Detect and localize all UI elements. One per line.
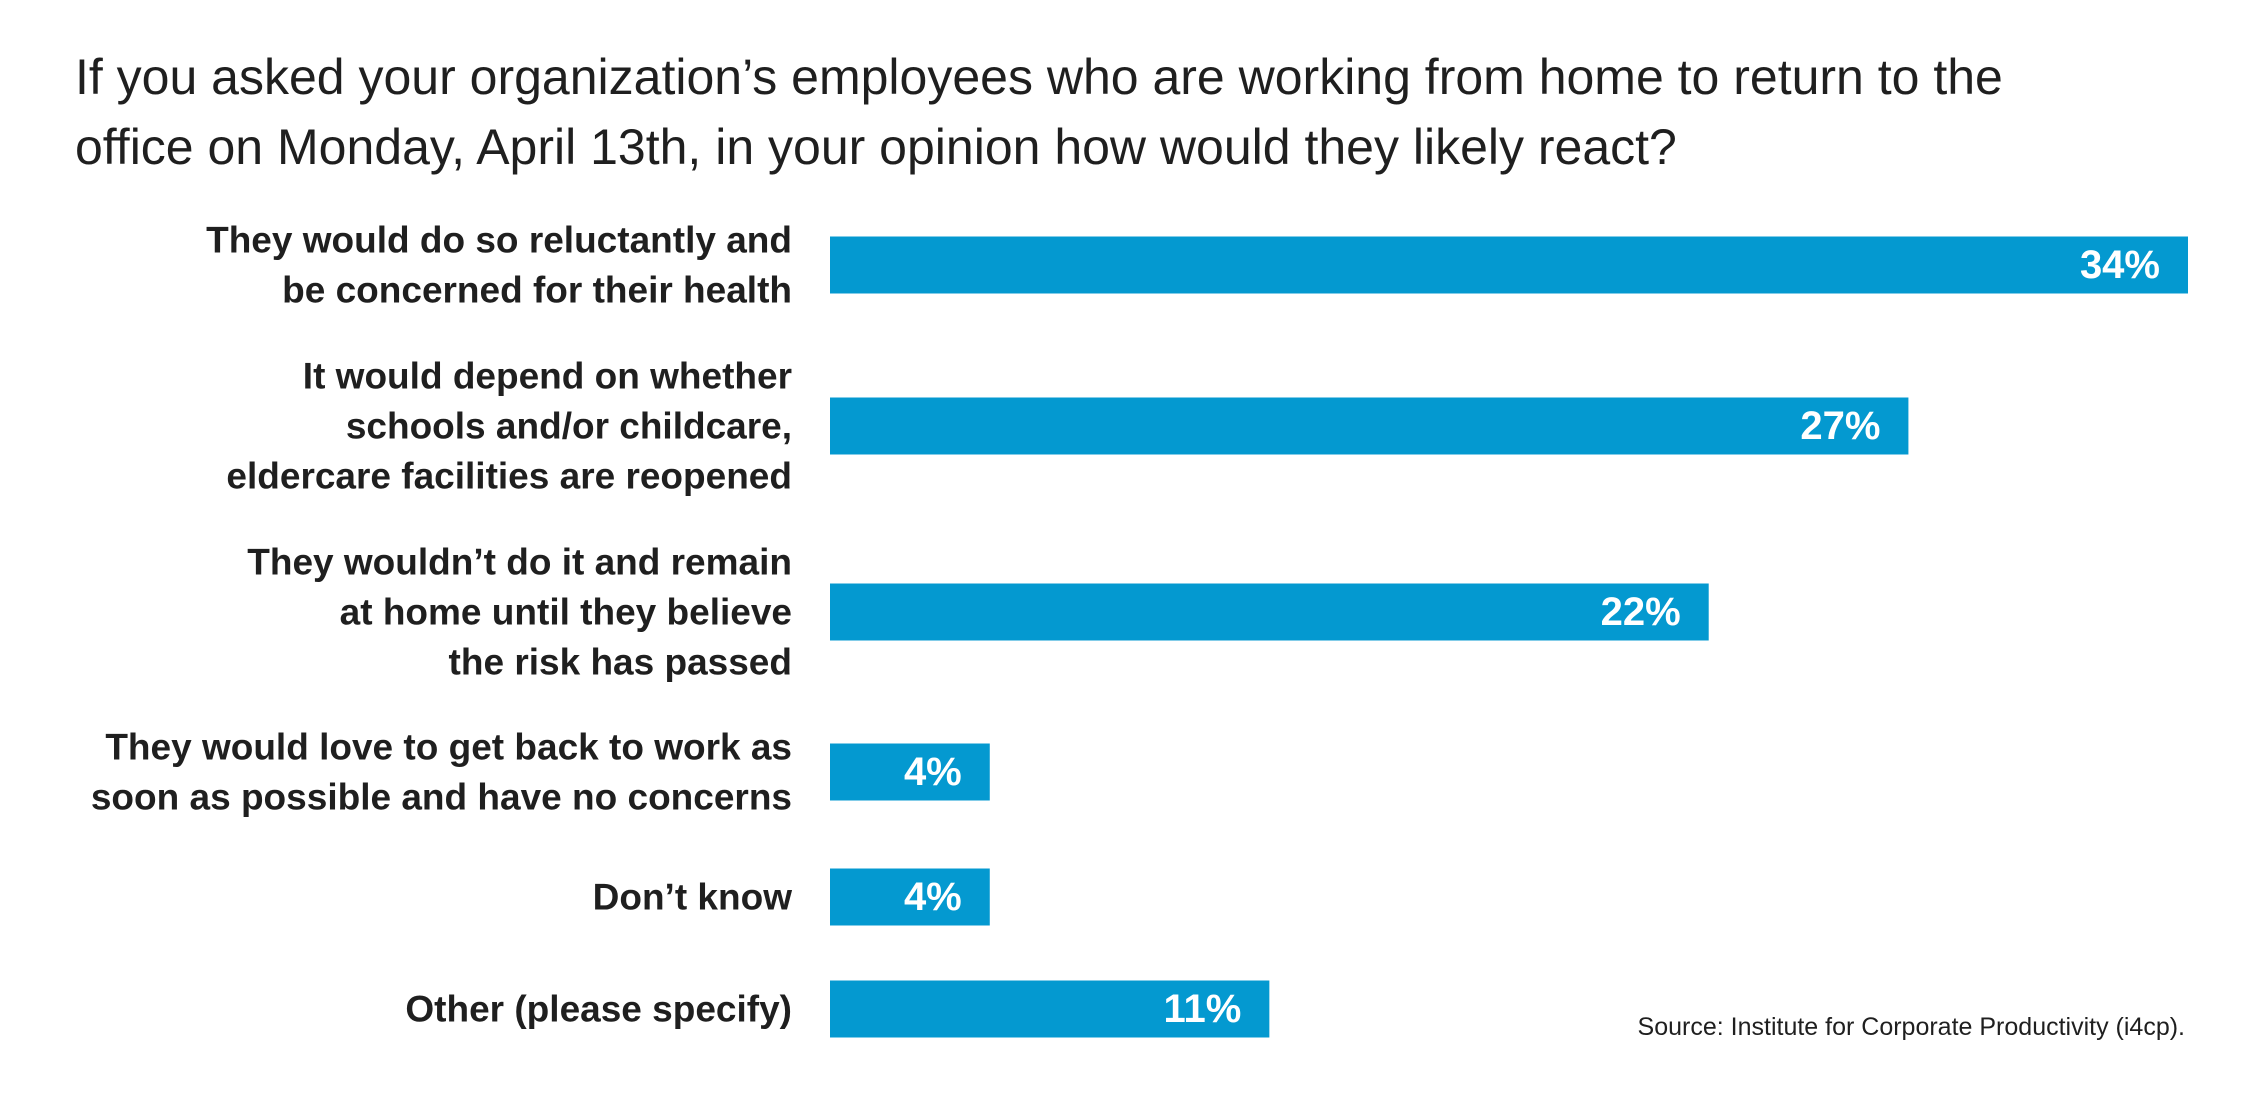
bar <box>830 236 2188 294</box>
category-label-line: be concerned for their health <box>282 270 792 311</box>
category-label-line: eldercare facilities are reopened <box>226 456 792 497</box>
bar <box>830 980 1270 1038</box>
bar <box>830 743 990 801</box>
category-label: They would do so reluctantly and be conce… <box>206 220 792 311</box>
source-note: Source: Institute for Corporate Producti… <box>1637 1013 2185 1041</box>
category-label-line: They would do so reluctantly and <box>206 220 792 261</box>
bar <box>830 583 1709 641</box>
category-label-line: the risk has passed <box>449 642 792 683</box>
category-label: Other (please specify) <box>405 989 792 1030</box>
category-label-line: Don’t know <box>593 877 793 918</box>
bar <box>830 397 1909 455</box>
bar-value-label: 27% <box>1800 404 1880 448</box>
bar-value-label: 4% <box>904 875 962 919</box>
category-label: They wouldn’t do it and remain at home un… <box>247 542 792 683</box>
category-label-line: It would depend on whether <box>303 356 792 397</box>
category-label-line: schools and/or childcare, <box>346 406 792 447</box>
category-label-line: They would love to get back to work as <box>105 727 792 768</box>
bar-value-label: 11% <box>1163 987 1241 1031</box>
bar-value-label: 22% <box>1601 590 1681 634</box>
bar-value-label: 34% <box>2080 243 2160 287</box>
chart-title: If you asked your organization’s employe… <box>75 49 2003 175</box>
category-label-line: at home until they believe <box>340 592 792 633</box>
category-label: Don’t know <box>593 877 793 918</box>
category-label: It would depend on whether schools and/or… <box>226 356 792 497</box>
bar <box>830 868 990 926</box>
category-label-line: They wouldn’t do it and remain <box>247 542 792 583</box>
category-label: They would love to get back to work as so… <box>91 727 792 818</box>
category-label-line: soon as possible and have no concerns <box>91 777 792 818</box>
bar-value-label: 4% <box>904 750 962 794</box>
category-label-line: Other (please specify) <box>405 989 792 1030</box>
